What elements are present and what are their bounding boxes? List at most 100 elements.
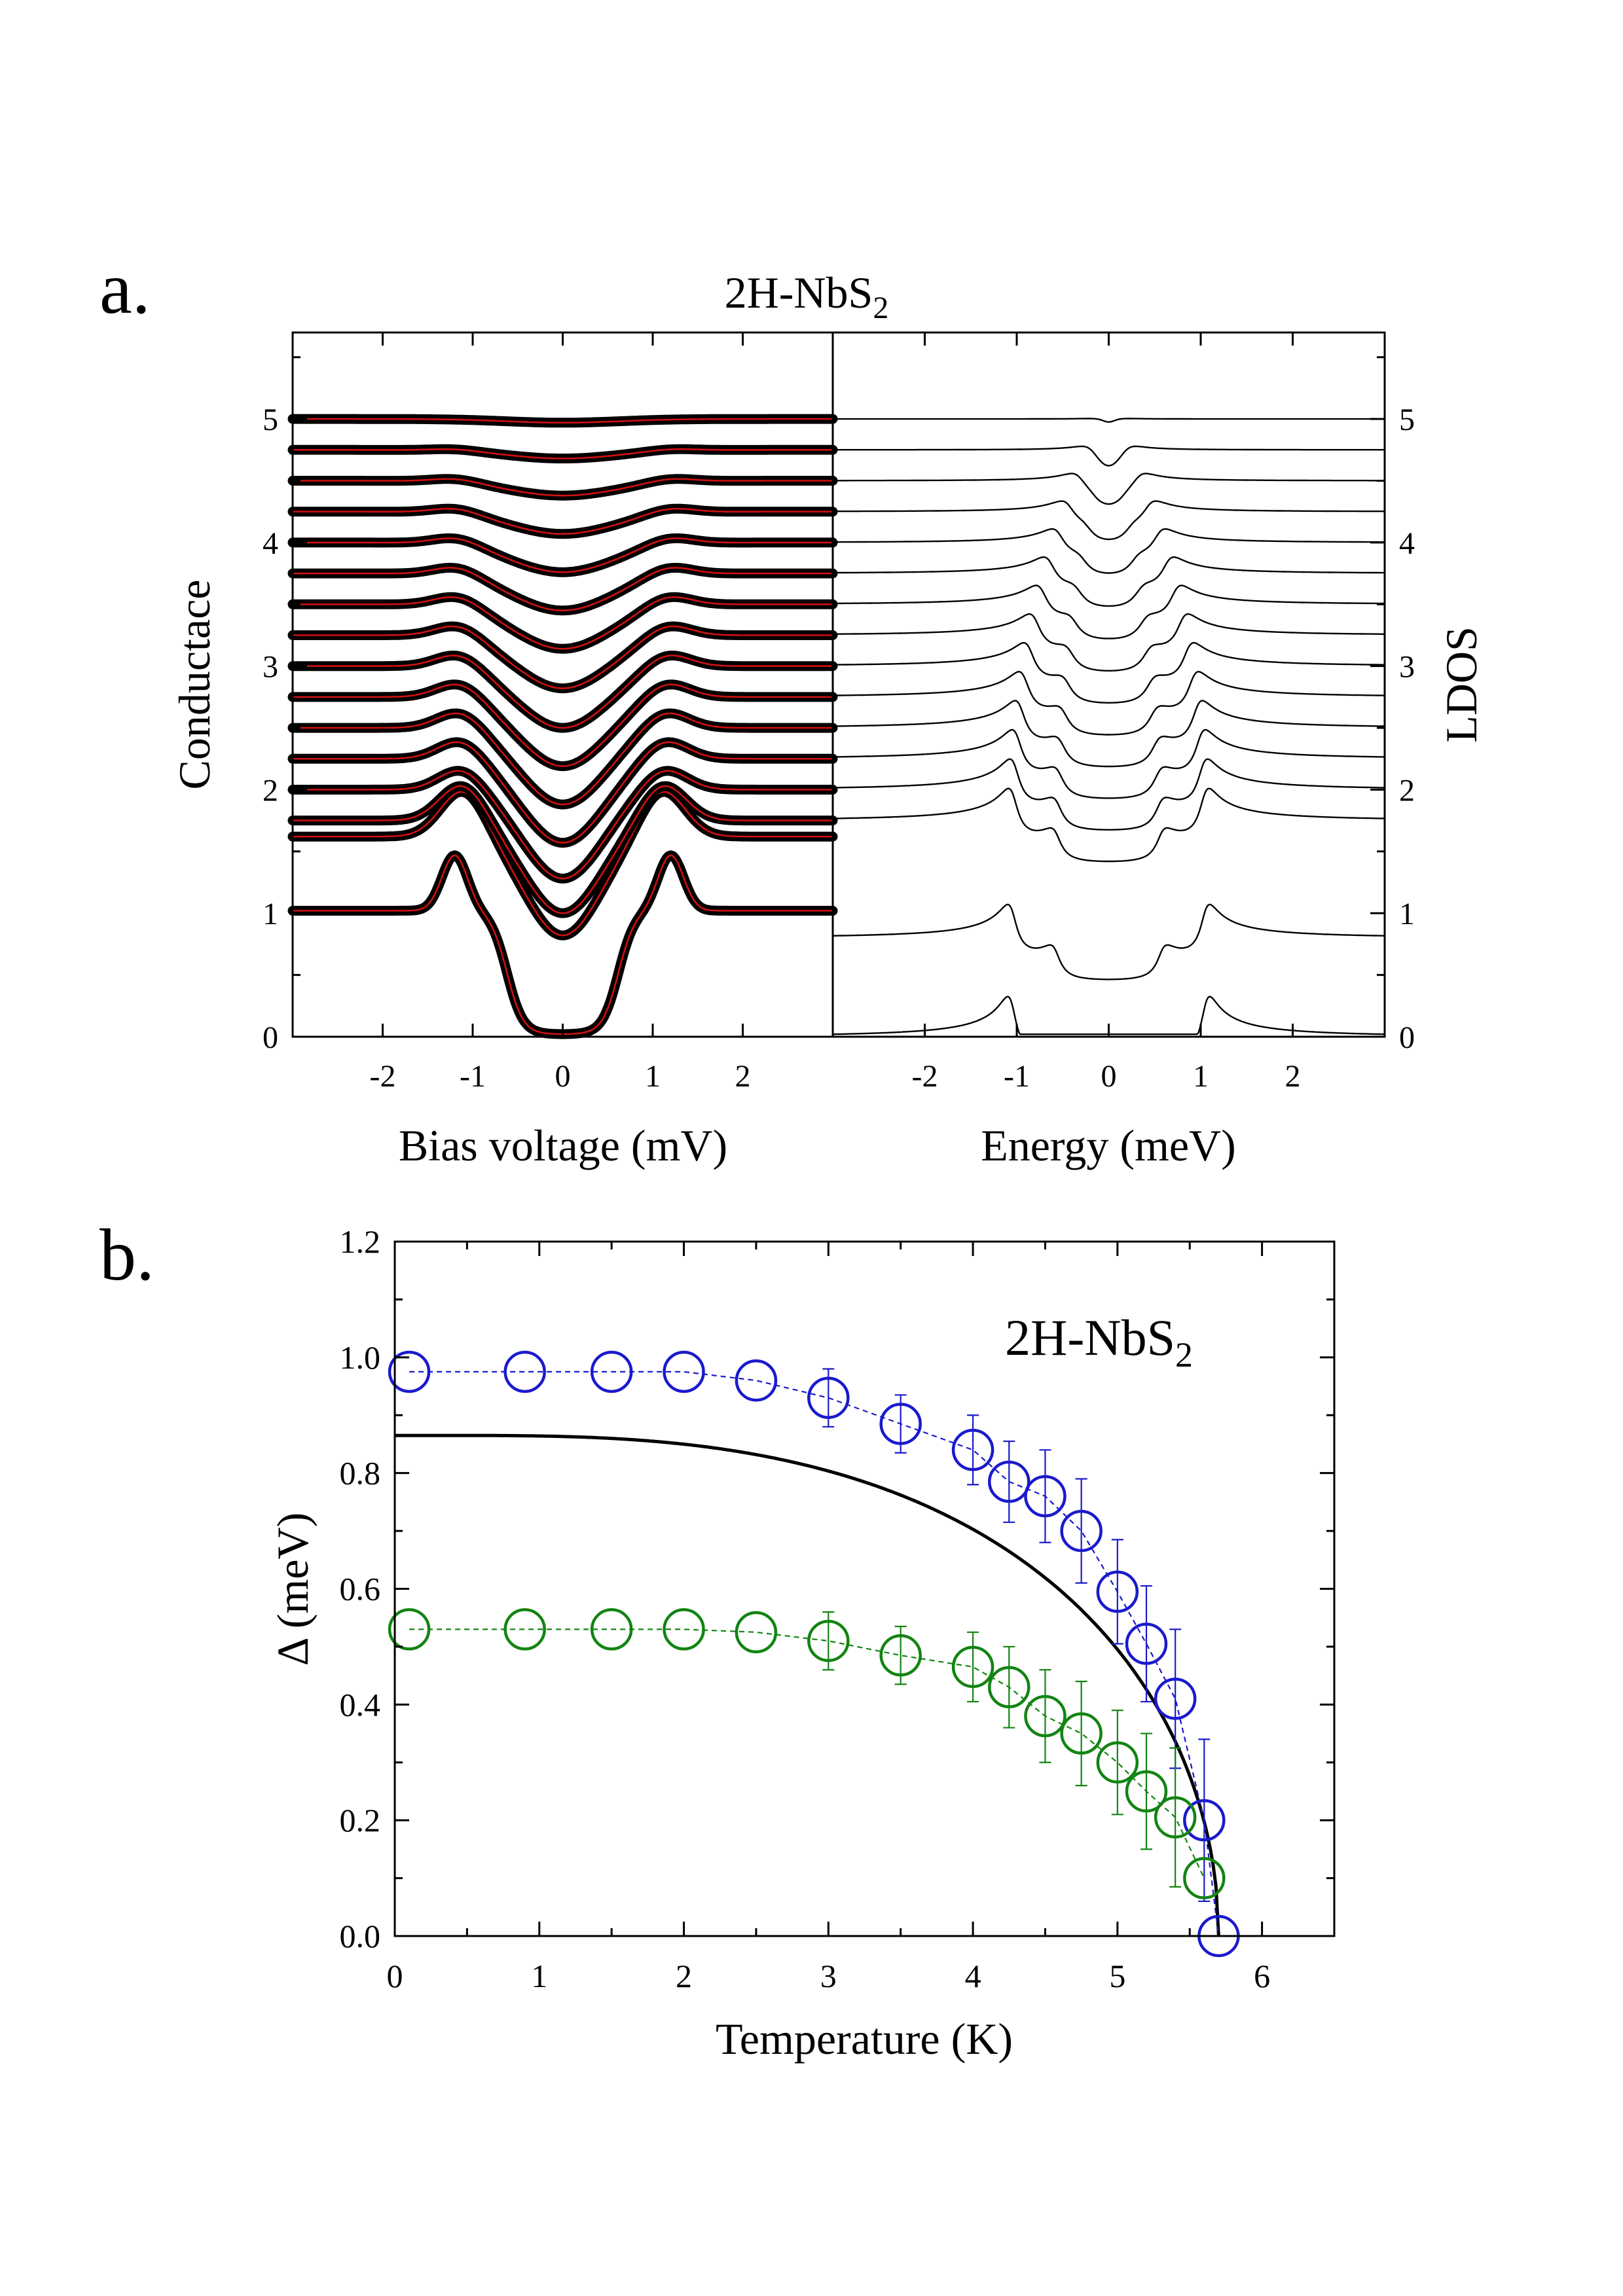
y-tick-label: 0.4	[340, 1686, 381, 1723]
x-tick-label: 1	[1193, 1059, 1209, 1094]
x-tick-label: -2	[912, 1059, 938, 1094]
large-gap-point	[1060, 1509, 1103, 1552]
conductance-fit	[293, 683, 833, 767]
conductance-fit	[293, 418, 833, 424]
conductance-fit	[293, 770, 833, 880]
gap-plot-x-axis-label: Temperature (K)	[716, 2014, 1013, 2064]
y-tick-label: 4	[1399, 526, 1415, 561]
conductance-plot: -2 -1 0 1 2 0 1 2 3 4 5 Bias voltage (mV) Conduct…	[170, 331, 838, 1170]
conductance-fit	[293, 596, 833, 650]
large-gap-point	[735, 1359, 778, 1402]
x-tick-label: 0	[555, 1059, 571, 1094]
ldos-x-axis-label: Energy (meV)	[981, 1121, 1236, 1170]
conductance-fit	[293, 712, 833, 806]
x-tick-label: -2	[370, 1059, 396, 1094]
y-tick-label: 3	[263, 650, 278, 685]
ldos-curve	[833, 528, 1385, 574]
large-gap-point	[988, 1460, 1030, 1503]
x-tick-label: -1	[460, 1059, 486, 1094]
ldos-curve	[833, 418, 1385, 423]
ldos-curve	[833, 758, 1385, 831]
x-tick-label: 0	[387, 1958, 403, 1994]
x-tick-label: 4	[965, 1958, 981, 1994]
large-gap-point	[1096, 1570, 1139, 1613]
gap-plot-y-tick-labels: 0.0 0.2 0.4 0.6 0.8 1.0 1.2	[340, 1223, 381, 1954]
large-gap-point	[663, 1350, 705, 1393]
conductance-x-axis-label: Bias voltage (mV)	[399, 1121, 727, 1170]
small-gap-point	[1060, 1712, 1103, 1755]
conductance-fit	[293, 507, 833, 535]
conductance-fit	[293, 791, 833, 937]
ldos-y-axis-label: LDOS	[1436, 626, 1486, 743]
y-tick-label: 0.2	[340, 1802, 381, 1839]
small-gap-point	[988, 1666, 1030, 1709]
conductance-fit	[293, 537, 833, 573]
x-tick-label: -1	[1004, 1059, 1030, 1094]
y-tick-label: 4	[263, 526, 278, 561]
large-gap-point	[1024, 1475, 1067, 1518]
conductance-y-tick-labels: 0 1 2 3 4 5	[263, 403, 278, 1055]
small-gap-point	[1125, 1770, 1168, 1813]
small-gap-point	[503, 1608, 546, 1651]
small-gap-point	[590, 1608, 633, 1651]
ldos-curve	[832, 903, 1385, 980]
y-tick-label: 1	[263, 897, 278, 931]
large-gap-point	[951, 1429, 994, 1471]
y-tick-label: 1.0	[340, 1339, 381, 1376]
large-gap-point	[1154, 1677, 1197, 1720]
x-tick-label: 2	[1285, 1059, 1301, 1094]
y-tick-label: 2	[1399, 773, 1415, 808]
gap-plot-inset-label: 2H-NbS2	[1005, 1309, 1193, 1374]
conductance-fit	[293, 625, 833, 690]
large-gap-point	[388, 1350, 431, 1393]
ldos-curve	[833, 445, 1385, 467]
small-gap-point	[1096, 1741, 1139, 1784]
y-tick-label: 1	[1399, 897, 1415, 931]
ldos-plot: -2 -1 0 1 2 0 1 2 3 4 5 Energy (meV) LDOS	[831, 331, 1486, 1170]
x-tick-label: 5	[1109, 1958, 1125, 1994]
ldos-curve	[833, 787, 1385, 863]
bcs-curve	[395, 1433, 1220, 1937]
conductance-fit	[293, 741, 833, 844]
x-tick-label: 2	[676, 1958, 692, 1994]
small-gap-point	[807, 1619, 850, 1662]
ldos-curves	[832, 418, 1385, 1035]
y-tick-label: 0	[263, 1020, 278, 1055]
conductance-fit	[293, 567, 833, 611]
large-gap-point	[503, 1350, 546, 1393]
panel-a-label: a.	[100, 248, 151, 329]
ldos-curve	[833, 700, 1385, 768]
large-gap-point	[1125, 1623, 1168, 1665]
y-tick-label: 0	[1399, 1020, 1415, 1055]
small-gap-point	[951, 1645, 994, 1689]
conductance-fit	[293, 478, 833, 497]
ldos-x-tick-labels: -2 -1 0 1 2	[912, 1059, 1301, 1094]
x-tick-label: 2	[735, 1059, 751, 1094]
conductance-fit	[293, 785, 833, 914]
x-tick-label: 1	[645, 1059, 661, 1094]
ldos-curve	[833, 641, 1385, 704]
y-tick-label: 0.0	[340, 1918, 381, 1954]
gap-vs-temperature-plot: 0 1 2 3 4 5 6 0.0 0.2 0.4 0.6 0.8 1.0 1.2 Temperatur…	[268, 1223, 1336, 2064]
small-gap-point	[663, 1608, 705, 1651]
conductance-ticks	[293, 332, 744, 1037]
x-tick-label: 3	[820, 1958, 837, 1994]
small-gap-point	[1024, 1695, 1067, 1738]
y-tick-label: 0.8	[340, 1455, 381, 1492]
x-tick-label: 1	[531, 1958, 547, 1994]
y-tick-label: 3	[1399, 650, 1415, 685]
conductance-fit	[293, 448, 833, 459]
small-gap-point	[388, 1608, 431, 1651]
x-tick-label: 6	[1254, 1958, 1270, 1994]
gap-plot-x-tick-labels: 0 1 2 3 4 5 6	[387, 1958, 1271, 1994]
ldos-curve	[833, 473, 1385, 505]
ldos-ticks	[924, 332, 1385, 1037]
ldos-curve	[833, 613, 1385, 672]
small-gap-point	[1154, 1796, 1197, 1839]
large-gap-point	[590, 1350, 633, 1393]
ldos-curve	[833, 556, 1385, 607]
small-gap-point	[1183, 1857, 1226, 1899]
large-gap-guide	[409, 1371, 1220, 1937]
panel-a-title: 2H-NbS2	[725, 268, 889, 325]
